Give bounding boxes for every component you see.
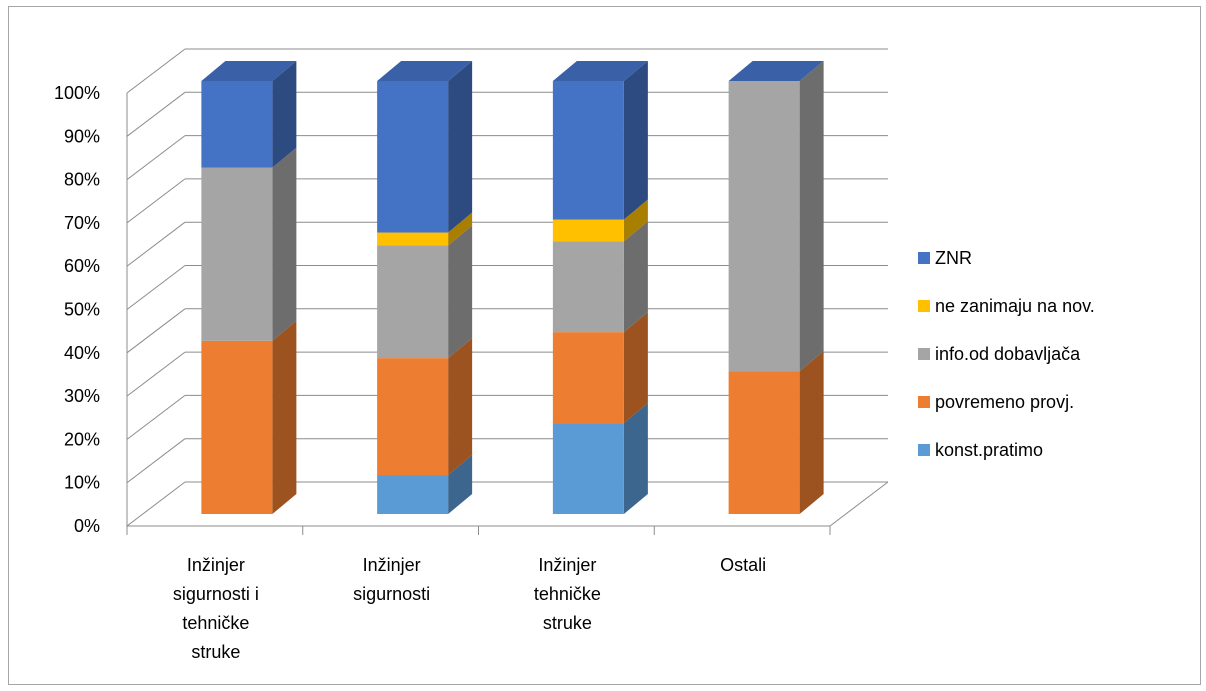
legend-swatch [918, 252, 930, 264]
bar-segment [201, 167, 273, 341]
gridline-side [126, 48, 186, 94]
bar-top [201, 61, 297, 81]
legend-swatch [918, 348, 930, 360]
y-tick-label: 20% [64, 429, 100, 449]
gridline-side [126, 481, 186, 527]
bar-segment [728, 81, 800, 372]
x-tick-label: Inžinjer tehničke struke [534, 555, 601, 633]
x-tick-label: Inžinjer sigurnosti i tehničke struke [173, 555, 259, 662]
bar-segment-side [448, 338, 473, 476]
bar-segment-side [799, 61, 824, 372]
y-tick-label: 70% [64, 213, 100, 233]
y-tick-label: 60% [64, 256, 100, 276]
x-tick-label: Ostali [720, 555, 766, 575]
bar-segment [728, 371, 800, 514]
bar-segment [552, 241, 624, 333]
bar-segment [377, 81, 449, 233]
bar-segment-side [448, 61, 473, 233]
gridline-side [126, 438, 186, 484]
legend-swatch [918, 300, 930, 312]
y-tick-label: 90% [64, 126, 100, 146]
bar-segment [552, 81, 624, 220]
bar-segment-side [448, 212, 473, 246]
legend-label: konst.pratimo [935, 440, 1043, 460]
bar-top [728, 61, 824, 81]
gridline-side [126, 395, 186, 440]
bar-segment [552, 332, 624, 424]
legend-swatch [918, 396, 930, 408]
bar-top [552, 61, 648, 81]
gridline-side [126, 265, 186, 310]
bar-segment-side [272, 61, 297, 168]
bar-segment-side [623, 221, 648, 333]
bar-segment-side [623, 61, 648, 220]
bar-segment [201, 81, 273, 168]
gridline-side [126, 91, 186, 137]
bar-segment-side [448, 455, 473, 514]
bar-segment [377, 232, 449, 246]
y-tick-label: 50% [64, 300, 100, 320]
bar-segment [377, 358, 449, 476]
y-tick-label: 0% [74, 516, 100, 536]
legend-label: ZNR [935, 248, 972, 268]
bar-segment [201, 340, 273, 514]
gridline-side [126, 351, 186, 397]
y-tick-label: 40% [64, 343, 100, 363]
bar-segment-side [448, 225, 473, 359]
bar-top [377, 61, 473, 81]
bar-segment [377, 245, 449, 359]
bar-segment [552, 423, 624, 514]
bar-segment-side [623, 403, 648, 514]
bar-segment-side [272, 147, 297, 341]
y-tick-label: 80% [64, 170, 100, 190]
legend-swatch [918, 444, 930, 456]
gridline-side [126, 221, 186, 267]
y-tick-label: 100% [54, 83, 100, 103]
gridline-side [126, 178, 186, 224]
y-tick-label: 10% [64, 473, 100, 493]
bar-segment [377, 475, 449, 514]
bar-segment [552, 219, 624, 242]
gridline-side [126, 135, 186, 180]
bar-segment-side [623, 312, 648, 424]
bar-segment-side [623, 199, 648, 242]
x-tick-label: Inžinjer sigurnosti [353, 555, 430, 604]
legend-label: povremeno provj. [935, 392, 1074, 412]
legend-label: ne zanimaju na nov. [935, 296, 1095, 316]
floor-side-edge [829, 481, 889, 527]
legend-label: info.od dobavljača [935, 344, 1081, 364]
gridline-side [126, 308, 186, 354]
bar-segment-side [799, 351, 824, 514]
bar-segment-side [272, 320, 297, 514]
y-tick-label: 30% [64, 386, 100, 406]
